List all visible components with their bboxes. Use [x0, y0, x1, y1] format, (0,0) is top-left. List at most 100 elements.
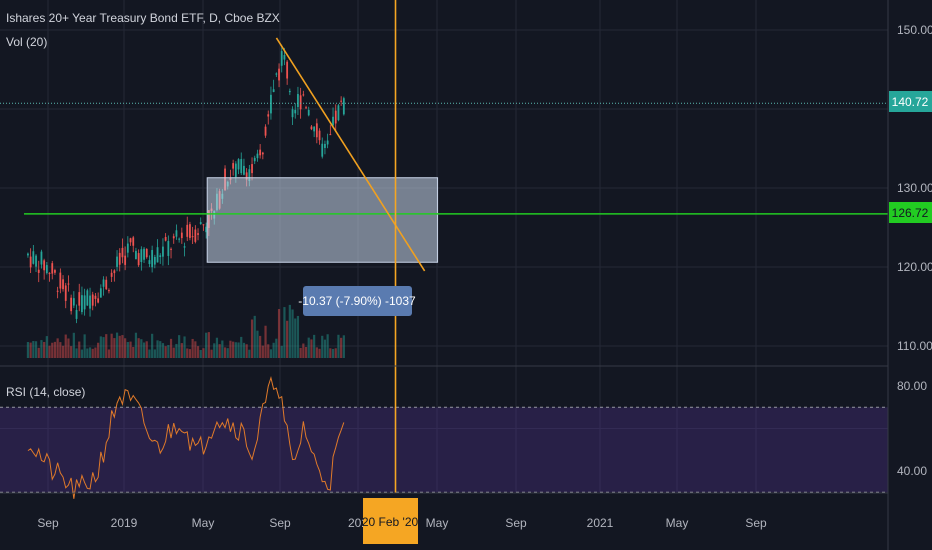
volume-bar: [132, 346, 135, 358]
candle-body: [302, 94, 305, 96]
volume-bar: [34, 341, 38, 358]
candle-body: [286, 61, 289, 79]
candle-body: [105, 279, 108, 290]
candle-body: [97, 298, 100, 303]
candle-body: [178, 238, 181, 240]
candle-body: [164, 236, 167, 241]
volume-bar: [334, 348, 337, 358]
candle-body: [108, 290, 110, 292]
candle-body: [75, 309, 78, 319]
volume-bar: [153, 349, 156, 358]
candle-body: [232, 163, 235, 169]
candle-body: [135, 250, 137, 260]
candle-body: [132, 237, 135, 246]
time-tick-label: 2019: [111, 516, 138, 530]
candle-body: [324, 143, 326, 148]
trendline[interactable]: [275, 37, 426, 272]
candle-body: [288, 90, 291, 93]
volume-bar: [240, 336, 243, 358]
candle-body: [205, 226, 208, 233]
volume-bar: [299, 347, 302, 358]
candle-body: [64, 285, 67, 301]
volume-bar: [94, 347, 97, 358]
candle-body: [334, 110, 337, 124]
volume-bar: [221, 340, 224, 358]
volume-bar: [29, 342, 32, 358]
candle-body: [137, 253, 140, 266]
rsi-line: [27, 375, 345, 499]
volume-bar: [296, 315, 300, 358]
volume-bar: [78, 341, 81, 358]
volume-bar: [51, 342, 54, 358]
volume-bar: [110, 333, 113, 358]
candle-body: [234, 163, 237, 177]
volume-bar: [169, 338, 173, 358]
candle-body: [121, 247, 124, 258]
volume-bar: [32, 341, 35, 358]
candle-body: [332, 116, 334, 126]
volume-bar: [151, 333, 154, 358]
volume-bar: [40, 340, 43, 358]
volume-bar: [272, 342, 275, 358]
volume-bar: [210, 349, 213, 358]
candle-body: [264, 126, 267, 136]
volume-bar: [53, 341, 57, 358]
candle-body: [245, 172, 248, 180]
candle-body: [337, 105, 340, 121]
range-measure-box[interactable]: [206, 177, 439, 263]
volume-bar: [91, 348, 94, 358]
volume-indicator-label[interactable]: Vol (20): [6, 35, 48, 49]
volume-bar: [67, 338, 70, 358]
candle-body: [261, 152, 264, 155]
volume-bar: [59, 342, 62, 358]
time-tick-label: May: [192, 516, 215, 530]
candle-body: [126, 243, 129, 253]
rsi-indicator-label[interactable]: RSI (14, close): [6, 385, 86, 399]
support-price-value: 126.72: [892, 206, 929, 220]
volume-bar: [186, 348, 189, 358]
volume-bar: [115, 332, 119, 358]
volume-bar: [80, 349, 84, 358]
volume-bar: [315, 347, 318, 358]
time-tick-label: May: [426, 516, 449, 530]
volume-bar: [64, 334, 67, 358]
candle-body: [86, 290, 89, 306]
price-tick-label: 130.00: [897, 181, 932, 195]
candle-body: [45, 265, 48, 274]
volume-bar: [45, 336, 48, 358]
volume-bar: [134, 332, 138, 358]
volume-bar: [196, 346, 200, 358]
last-price-badge: 140.72: [889, 91, 932, 112]
volume-bar: [43, 341, 46, 358]
volume-bar: [183, 336, 186, 358]
volume-bar: [232, 341, 235, 358]
rsi-axis[interactable]: 80.00 40.00: [897, 379, 927, 478]
volume-bar: [61, 345, 65, 358]
candle-body: [40, 251, 43, 265]
candle-body: [194, 229, 197, 242]
volume-bar: [245, 344, 248, 358]
volume-bar: [223, 347, 227, 358]
candle-body: [124, 255, 127, 265]
candle-body: [305, 107, 307, 109]
volume-bar: [145, 341, 148, 358]
volume-bar: [102, 337, 105, 358]
measure-text: -10.37 (-7.90%) -1037: [298, 294, 416, 308]
candle-body: [110, 272, 113, 277]
measure-label: -10.37 (-7.90%) -1037: [298, 286, 416, 316]
candle-body: [116, 256, 118, 267]
candle-body: [162, 246, 164, 257]
candle-body: [180, 232, 183, 239]
volume-bar: [329, 348, 332, 358]
volume-bar: [202, 348, 205, 358]
candle-body: [318, 130, 321, 141]
volume-bar: [291, 309, 294, 358]
volume-bar: [340, 337, 343, 358]
symbol-title[interactable]: Ishares 20+ Year Treasury Bond ETF, D, C…: [6, 11, 280, 25]
price-tick-label: 150.00: [897, 23, 932, 37]
candle-body: [140, 249, 143, 263]
price-axis[interactable]: 150.00 130.00 120.00 110.00: [897, 23, 932, 353]
volume-bar: [226, 348, 229, 358]
volume-bar: [205, 332, 208, 358]
